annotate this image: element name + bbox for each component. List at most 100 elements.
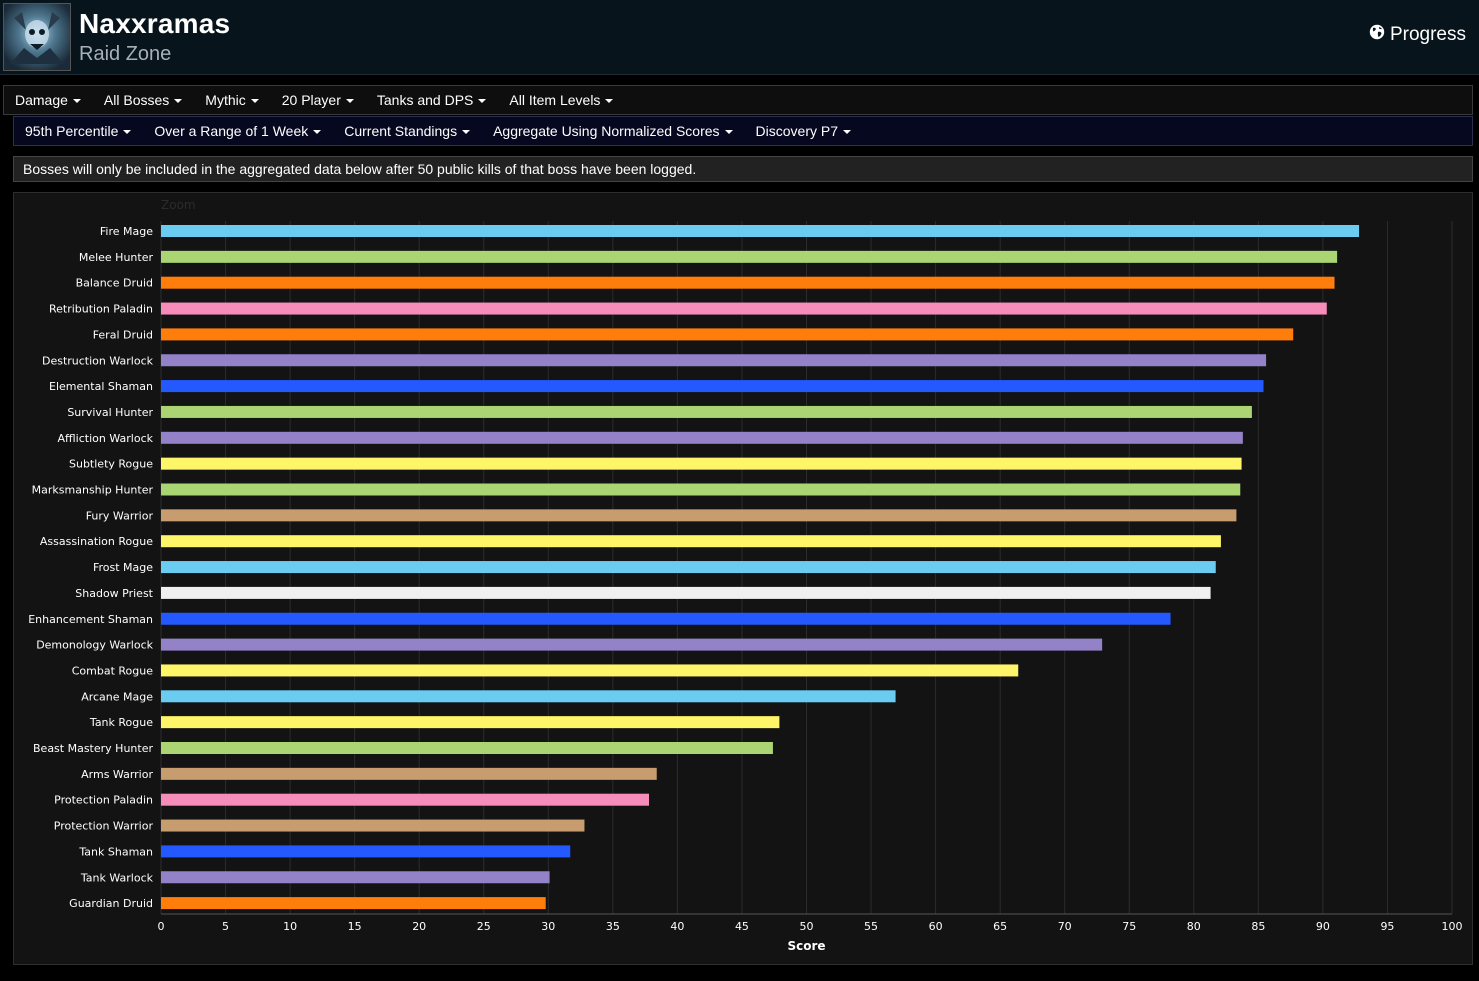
x-tick-label: 75 — [1122, 920, 1136, 933]
bar[interactable] — [161, 431, 1243, 444]
caret-down-icon — [843, 130, 851, 134]
bar[interactable] — [161, 380, 1264, 393]
caret-down-icon — [174, 99, 183, 103]
filter-bar-secondary: 95th Percentile Over a Range of 1 Week C… — [13, 116, 1473, 146]
zoom-label: Zoom — [161, 198, 196, 212]
dropdown-time-range[interactable]: Over a Range of 1 Week — [143, 123, 333, 139]
x-tick-label: 5 — [222, 920, 229, 933]
dropdown-boss[interactable]: All Bosses — [93, 92, 194, 108]
y-category-label: Guardian Druid — [69, 897, 153, 910]
y-category-label: Fury Warrior — [86, 509, 154, 522]
dropdown-aggregate[interactable]: Aggregate Using Normalized Scores — [482, 123, 744, 139]
bar[interactable] — [161, 638, 1103, 651]
y-category-label: Marksmanship Hunter — [32, 484, 154, 497]
bar[interactable] — [161, 328, 1294, 341]
notice-banner: Bosses will only be included in the aggr… — [13, 156, 1473, 182]
dropdown-standings[interactable]: Current Standings — [333, 123, 482, 139]
zone-subtitle: Raid Zone — [79, 43, 172, 65]
bar[interactable] — [161, 483, 1241, 496]
filter-bar-primary: Damage All Bosses Mythic 20 Player Tanks… — [3, 85, 1473, 115]
dropdown-label: Aggregate Using Normalized Scores — [493, 123, 720, 139]
x-tick-label: 90 — [1316, 920, 1330, 933]
caret-down-icon — [313, 130, 322, 134]
bar[interactable] — [161, 612, 1171, 625]
zone-icon — [3, 3, 71, 71]
bar[interactable] — [161, 716, 780, 729]
y-category-label: Destruction Warlock — [42, 354, 154, 367]
y-category-label: Beast Mastery Hunter — [33, 742, 153, 755]
x-axis-title: Score — [787, 939, 825, 953]
bar[interactable] — [161, 405, 1252, 418]
y-category-label: Arcane Mage — [81, 690, 153, 703]
bar[interactable] — [161, 354, 1267, 367]
y-category-label: Protection Warrior — [54, 820, 154, 833]
y-category-label: Melee Hunter — [79, 251, 154, 264]
dropdown-percentile[interactable]: 95th Percentile — [14, 123, 143, 139]
bar-chart[interactable]: Zoom 0 5 10 15 20 25 30 35 40 45 50 55 60 65 70 75 80 85 90… — [14, 193, 1472, 964]
bar[interactable] — [161, 871, 550, 884]
dropdown-label: Over a Range of 1 Week — [154, 123, 309, 139]
dropdown-metric[interactable]: Damage — [4, 92, 93, 108]
x-tick-label: 25 — [477, 920, 491, 933]
caret-down-icon — [462, 130, 471, 134]
x-tick-label: 85 — [1251, 920, 1265, 933]
bar[interactable] — [161, 586, 1211, 599]
dropdown-label: Damage — [15, 92, 68, 108]
dropdown-label: Current Standings — [344, 123, 458, 139]
bar[interactable] — [161, 664, 1019, 677]
dropdown-roles[interactable]: Tanks and DPS — [366, 92, 499, 108]
x-tick-label: 55 — [864, 920, 878, 933]
y-category-label: Assassination Rogue — [40, 535, 153, 548]
y-category-label: Subtlety Rogue — [69, 458, 153, 471]
caret-down-icon — [724, 130, 733, 134]
bar[interactable] — [161, 767, 657, 780]
bar[interactable] — [161, 457, 1242, 470]
y-category-label: Tank Rogue — [89, 716, 153, 729]
x-tick-label: 70 — [1058, 920, 1072, 933]
dropdown-item-level[interactable]: All Item Levels — [498, 92, 625, 108]
bar[interactable] — [161, 561, 1216, 574]
x-tick-label: 45 — [735, 920, 749, 933]
dropdown-difficulty[interactable]: Mythic — [194, 92, 270, 108]
bar[interactable] — [161, 845, 571, 858]
chart-panel: Zoom 0 5 10 15 20 25 30 35 40 45 50 55 60 65 70 75 80 85 90… — [13, 192, 1473, 965]
dropdown-label: Tanks and DPS — [376, 92, 474, 108]
x-tick-label: 40 — [670, 920, 684, 933]
bar[interactable] — [161, 276, 1335, 289]
dropdown-label: All Item Levels — [509, 92, 601, 108]
bar[interactable] — [161, 819, 585, 832]
bar[interactable] — [161, 302, 1327, 315]
y-category-label: Frost Mage — [93, 561, 153, 574]
y-category-label: Arms Warrior — [81, 768, 153, 781]
bar[interactable] — [161, 897, 546, 910]
bar[interactable] — [161, 250, 1338, 263]
dropdown-label: 95th Percentile — [25, 123, 119, 139]
caret-down-icon — [478, 99, 487, 103]
x-tick-label: 60 — [929, 920, 943, 933]
y-category-label: Fire Mage — [100, 225, 153, 238]
y-category-label: Tank Shaman — [78, 845, 153, 858]
bar[interactable] — [161, 225, 1360, 237]
dropdown-label: Mythic — [205, 92, 246, 108]
y-category-label: Enhancement Shaman — [28, 613, 153, 626]
x-tick-label: 50 — [800, 920, 814, 933]
y-category-label: Affliction Warlock — [58, 432, 154, 445]
y-category-label: Retribution Paladin — [49, 303, 153, 316]
y-category-label: Balance Druid — [76, 277, 153, 290]
bar[interactable] — [161, 535, 1221, 548]
x-tick-label: 80 — [1187, 920, 1201, 933]
bar[interactable] — [161, 742, 773, 754]
bar[interactable] — [161, 690, 896, 703]
y-category-label: Protection Paladin — [54, 794, 153, 807]
bar[interactable] — [161, 793, 649, 806]
x-tick-label: 35 — [606, 920, 620, 933]
dropdown-size[interactable]: 20 Player — [271, 92, 366, 108]
dropdown-partition[interactable]: Discovery P7 — [745, 123, 863, 139]
progress-link[interactable]: Progress — [1369, 24, 1466, 46]
bar[interactable] — [161, 509, 1237, 522]
x-tick-label: 15 — [348, 920, 362, 933]
dropdown-label: 20 Player — [281, 92, 341, 108]
caret-down-icon — [123, 130, 132, 134]
y-category-label: Tank Warlock — [80, 871, 154, 884]
x-tick-label: 65 — [993, 920, 1007, 933]
